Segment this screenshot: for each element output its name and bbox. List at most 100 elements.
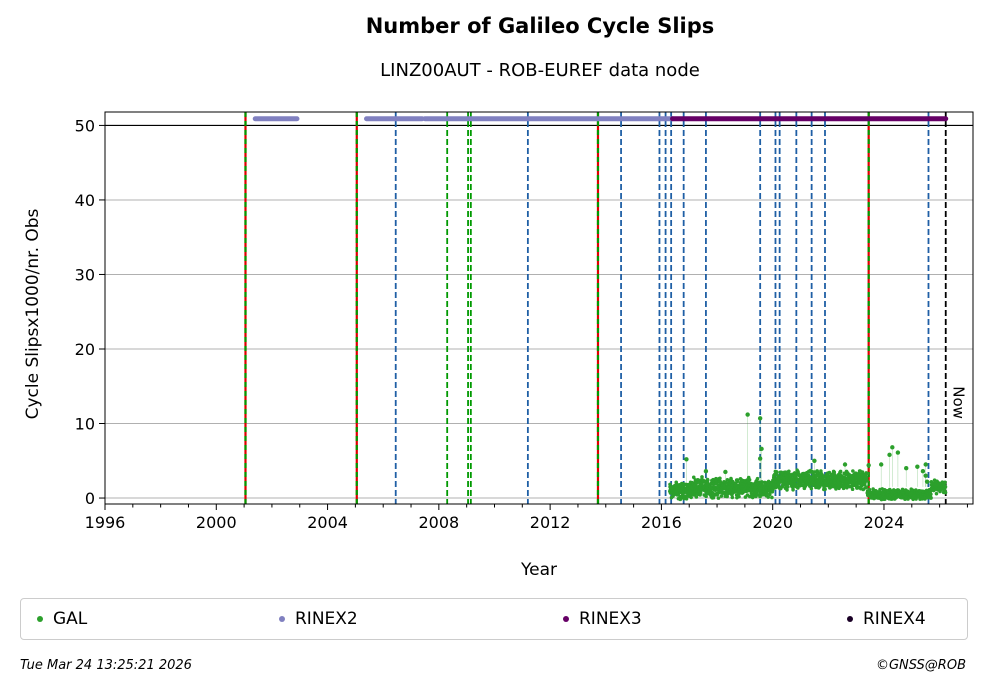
- chart-subtitle: LINZ00AUT - ROB-EUREF data node: [380, 60, 700, 81]
- data-point: [878, 462, 884, 467]
- legend-marker-gal: [37, 616, 43, 622]
- data-point: [766, 495, 771, 499]
- x-axis-label: Year: [520, 560, 557, 580]
- data-point: [827, 470, 832, 475]
- data-point: [725, 494, 729, 499]
- data-point: [785, 488, 789, 492]
- data-point: [934, 491, 939, 496]
- x-tick-label: 2012: [530, 513, 571, 532]
- data-point: [694, 495, 699, 499]
- chart-canvas: Now 1996 2000 2004 2008 2012 2016 2020 2024 0 10 2…: [23, 111, 974, 580]
- data-point: [787, 469, 791, 474]
- data-point: [943, 490, 948, 495]
- data-point: [757, 416, 763, 421]
- y-tick-label: 20: [75, 340, 95, 359]
- data-point: [747, 478, 752, 482]
- data-point: [924, 479, 930, 484]
- legend-label-rinex4: RINEX4: [863, 609, 926, 629]
- legend-item-rinex3: RINEX3: [563, 599, 642, 639]
- data-point: [700, 475, 704, 479]
- grid-layer: [105, 124, 973, 499]
- data-point: [920, 469, 926, 474]
- data-point: [890, 445, 895, 450]
- data-point: [770, 495, 774, 500]
- legend-marker-rinex4: [847, 616, 853, 622]
- data-point: [791, 488, 795, 492]
- data-point: [842, 462, 848, 467]
- data-point: [773, 485, 778, 490]
- data-point: [887, 452, 892, 458]
- data-point: [730, 495, 735, 500]
- data-point: [668, 482, 672, 487]
- legend-label-rinex2: RINEX2: [295, 609, 358, 629]
- data-point: [809, 486, 814, 491]
- data-point: [786, 484, 790, 489]
- data-point: [704, 494, 708, 499]
- footer-copyright: ©GNSS@ROB: [875, 658, 966, 673]
- data-point: [774, 470, 779, 474]
- data-point: [915, 464, 920, 469]
- data-point: [904, 466, 909, 471]
- data-point: [851, 469, 855, 473]
- data-point: [716, 496, 721, 500]
- footer-timestamp: Tue Mar 24 13:25:21 2026: [20, 658, 192, 673]
- chart-title: Number of Galileo Cycle Slips: [365, 14, 715, 38]
- data-point: [865, 478, 869, 483]
- data-point: [864, 475, 869, 480]
- y-tick-label: 10: [75, 415, 95, 434]
- data-point: [943, 480, 947, 485]
- x-tick-label: 2008: [418, 513, 459, 532]
- data-layer: [252, 116, 949, 502]
- y-tick-label: 40: [75, 191, 95, 210]
- data-point: [759, 446, 764, 452]
- data-point: [723, 469, 728, 475]
- y-tick-label: 50: [75, 116, 95, 135]
- data-point: [703, 469, 709, 474]
- legend-item-rinex4: RINEX4: [847, 599, 926, 639]
- x-tick-label: 2004: [307, 513, 348, 532]
- data-point: [864, 485, 869, 489]
- legend-item-rinex2: RINEX2: [279, 599, 358, 639]
- data-point: [860, 470, 865, 474]
- data-point: [865, 471, 869, 476]
- data-point: [923, 462, 928, 467]
- x-tick-label: 1996: [85, 513, 126, 532]
- now-label: Now: [950, 386, 968, 419]
- data-point: [923, 473, 928, 478]
- legend-label-rinex3: RINEX3: [579, 609, 642, 629]
- data-point: [850, 487, 855, 492]
- legend-marker-rinex2: [279, 616, 285, 622]
- data-point: [745, 412, 750, 417]
- x-tick-label: 2024: [864, 513, 905, 532]
- data-point: [760, 480, 764, 484]
- data-point: [823, 487, 827, 492]
- data-point: [838, 469, 843, 474]
- y-tick-label: 0: [85, 489, 95, 508]
- data-point: [755, 476, 760, 481]
- data-point: [943, 485, 948, 489]
- axes-layer: 1996 2000 2004 2008 2012 2016 2020 2024 0 10 20 30 4…: [75, 116, 968, 532]
- data-point: [684, 457, 689, 462]
- x-tick-label: 2020: [752, 513, 793, 532]
- data-point: [929, 492, 933, 497]
- x-tick-label: 2000: [196, 513, 237, 532]
- plot-frame: [104, 111, 974, 505]
- y-axis-label: Cycle Slipsx1000/nr. Obs: [23, 208, 43, 419]
- legend-label-gal: GAL: [53, 609, 88, 629]
- data-point: [832, 470, 837, 474]
- data-point: [719, 494, 724, 498]
- data-point: [866, 463, 871, 468]
- data-point: [812, 458, 817, 463]
- data-point: [711, 495, 716, 500]
- event-lines-layer: Now: [244, 112, 968, 504]
- data-point: [689, 495, 693, 500]
- legend-marker-rinex3: [563, 616, 569, 622]
- data-point: [735, 478, 740, 482]
- x-tick-label: 2016: [641, 513, 682, 532]
- data-point: [895, 450, 901, 455]
- data-point: [718, 476, 722, 481]
- data-point: [705, 478, 710, 483]
- data-point: [684, 497, 689, 501]
- data-point: [929, 496, 933, 500]
- data-point: [737, 494, 741, 499]
